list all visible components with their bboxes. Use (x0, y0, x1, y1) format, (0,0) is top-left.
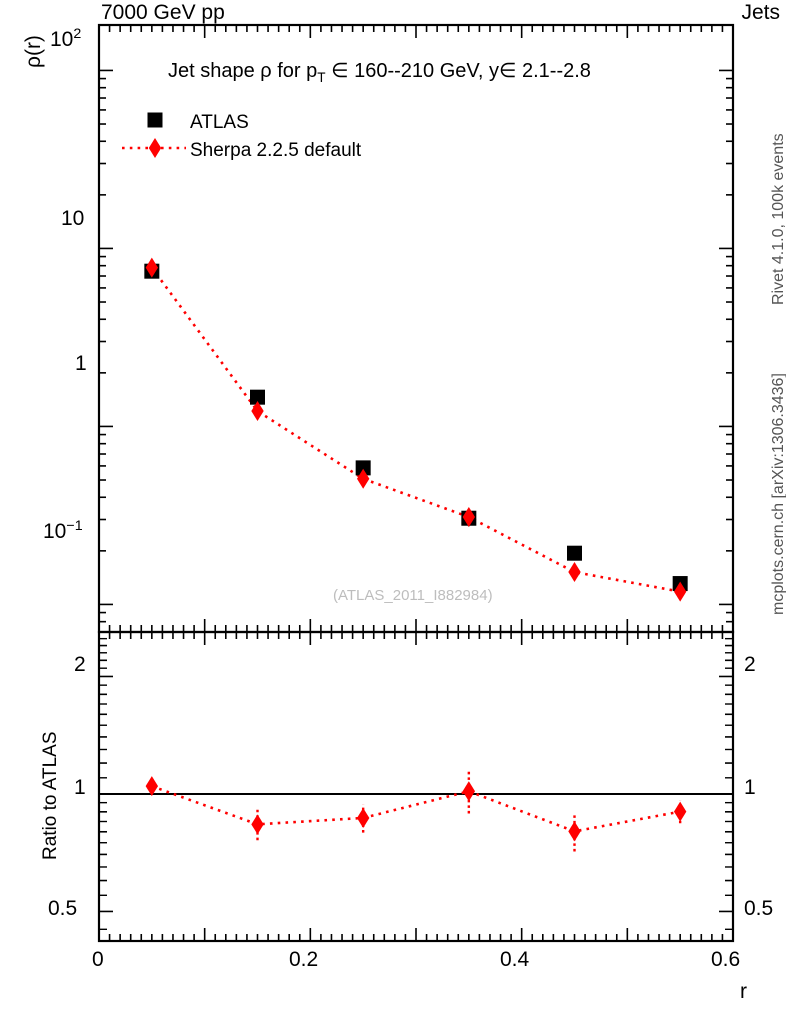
title-pre: Jet shape ρ for p (168, 60, 318, 82)
main-ytick-0p1: 10−1 (43, 518, 83, 543)
ratio-marker (462, 781, 476, 802)
legend-label-sherpa: Sherpa 2.2.5 default (190, 140, 362, 161)
xtick-0: 0 (92, 948, 104, 971)
ratio-ytick-0p5-left: 0.5 (48, 897, 78, 920)
ratio-ytick-2-right: 2 (744, 653, 756, 676)
ratio-marker (568, 821, 581, 842)
atlas-marker (250, 389, 265, 405)
plot-title: Jet shape ρ for pT ∈ 160--210 GeV, y∈ 2.… (168, 58, 591, 85)
ratio-marker (356, 807, 370, 828)
sherpa-marker (568, 562, 581, 583)
sherpa-marker (462, 506, 476, 527)
ratio-ytick-0p5-right: 0.5 (744, 897, 774, 920)
header-category-label: Jets (741, 1, 780, 24)
sherpa-marker (356, 468, 370, 489)
ratio-marker (673, 801, 687, 822)
sherpa-curve (150, 266, 681, 593)
ratio-curve (151, 784, 681, 833)
x-axis-label: r (740, 980, 747, 1003)
analysis-watermark: (ATLAS_2011_I882984) (333, 587, 493, 604)
ratio-ytick-2-left: 2 (74, 653, 86, 676)
main-ytick-100: 102 (50, 26, 82, 51)
atlas-marker (567, 545, 582, 561)
sherpa-marker (251, 401, 264, 422)
main-panel-frame (97, 23, 735, 634)
main-ytick-10: 10 (61, 207, 85, 230)
atlas-marker (355, 460, 371, 476)
sherpa-marker (673, 581, 687, 602)
title-post: ∈ 160--210 GeV, y∈ 2.1--2.8 (325, 60, 591, 82)
ratio-marker (145, 776, 159, 797)
ratio-marker (251, 814, 264, 835)
ratio-ytick-1-left: 1 (74, 776, 86, 799)
legend-label-atlas: ATLAS (190, 112, 249, 133)
xtick-0p4: 0.4 (500, 948, 530, 971)
sherpa-marker (145, 257, 159, 278)
legend-marker-sherpa (148, 138, 162, 158)
title-sub: T (317, 70, 326, 85)
xtick-0p6: 0.6 (711, 948, 741, 971)
header-beam-label: 7000 GeV pp (101, 1, 225, 24)
legend-marker-atlas (147, 112, 163, 128)
xtick-0p2: 0.2 (289, 948, 319, 971)
ratio-ytick-1-right: 1 (744, 776, 756, 799)
ratio-panel-frame (97, 630, 735, 943)
main-ytick-1: 1 (75, 352, 87, 375)
